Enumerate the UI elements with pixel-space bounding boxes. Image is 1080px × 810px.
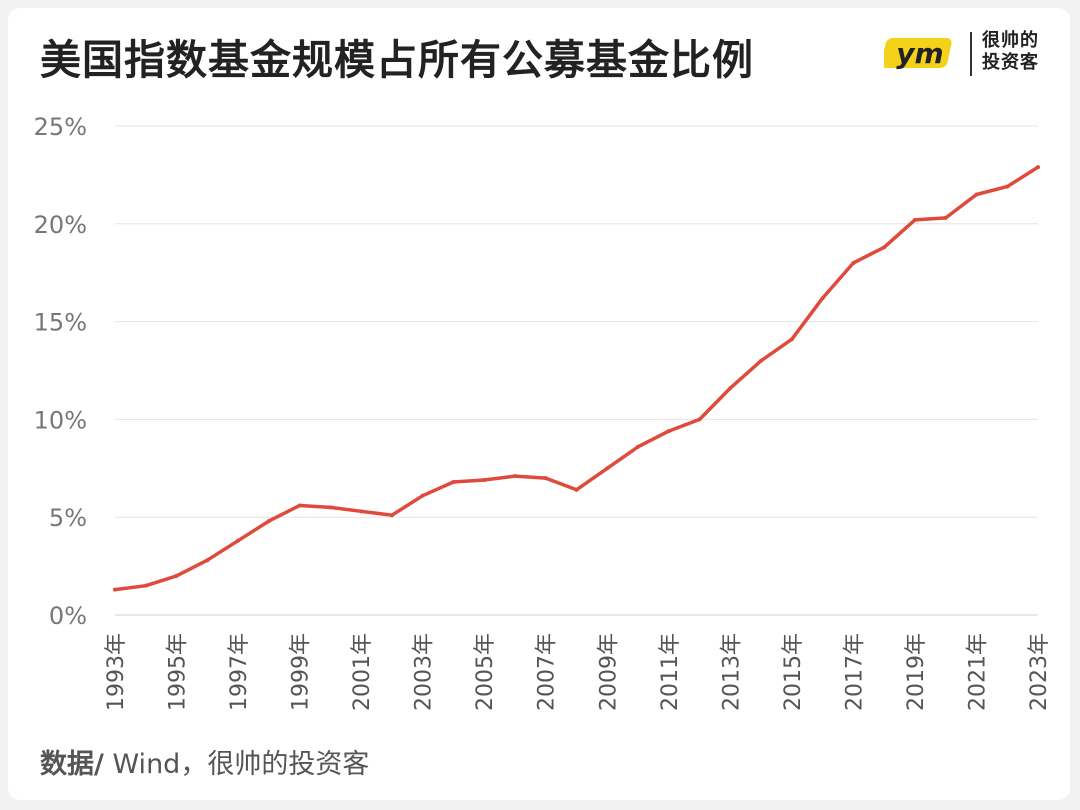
data-point — [359, 509, 364, 514]
chart-card — [8, 8, 1070, 800]
data-point — [512, 474, 517, 479]
x-tick-label: 2011年 — [658, 633, 683, 711]
data-point — [851, 260, 856, 265]
data-point — [328, 505, 333, 510]
source-note: 数据/ Wind，很帅的投资客 — [40, 742, 369, 781]
data-point — [912, 217, 917, 222]
x-tick-label: 1993年 — [104, 633, 129, 711]
data-point — [574, 487, 579, 492]
x-tick-label: 2017年 — [842, 633, 867, 711]
data-point — [205, 558, 210, 563]
data-point — [605, 466, 610, 471]
brand-logo: ym 很帅的 投资客 — [884, 30, 1054, 80]
logo-divider — [970, 32, 972, 76]
x-tick-label: 1999年 — [289, 633, 314, 711]
x-tick-label: 2019年 — [904, 633, 929, 711]
x-tick-label: 2023年 — [1027, 633, 1052, 711]
logo-mark-text: ym — [896, 37, 943, 70]
data-point — [420, 493, 425, 498]
data-point — [174, 573, 179, 578]
source-text: Wind，很帅的投资客 — [103, 749, 370, 780]
data-point — [1005, 184, 1010, 189]
y-tick-label: 15% — [34, 309, 87, 337]
y-tick-label: 20% — [34, 211, 87, 239]
series-line — [113, 165, 1040, 592]
data-point — [236, 538, 241, 543]
x-tick-label: 2013年 — [719, 633, 744, 711]
x-tick-label: 2001年 — [350, 633, 375, 711]
data-point — [1036, 165, 1040, 170]
y-tick-label: 25% — [34, 113, 87, 141]
data-point — [543, 476, 548, 481]
logo-line-2: 投资客 — [982, 52, 1039, 73]
data-point — [451, 479, 456, 484]
data-point — [666, 429, 671, 434]
data-point — [113, 587, 117, 592]
data-point — [143, 583, 148, 588]
logo-line-1: 很帅的 — [982, 30, 1039, 51]
data-point — [974, 192, 979, 197]
x-tick-label: 1997年 — [227, 633, 252, 711]
data-point — [482, 478, 487, 483]
data-point — [266, 519, 271, 524]
y-tick-label: 0% — [49, 602, 87, 630]
data-point — [943, 215, 948, 220]
x-tick-label: 2003年 — [412, 633, 437, 711]
y-tick-label: 10% — [34, 406, 87, 434]
x-tick-label: 2009年 — [596, 633, 621, 711]
data-point — [728, 386, 733, 391]
x-tick-label: 2021年 — [965, 633, 990, 711]
page-title: 美国指数基金规模占所有公募基金比例 — [40, 36, 754, 84]
data-point — [389, 513, 394, 518]
data-point — [297, 503, 302, 508]
data-point — [759, 358, 764, 363]
x-tick-label: 2015年 — [781, 633, 806, 711]
x-tick-label: 2007年 — [535, 633, 560, 711]
x-tick-label: 1995年 — [166, 633, 191, 711]
data-point — [820, 296, 825, 301]
logo-wordmark: 很帅的 投资客 — [982, 30, 1039, 74]
y-tick-label: 5% — [49, 504, 87, 532]
data-point — [882, 245, 887, 250]
data-point — [697, 417, 702, 422]
x-tick-label: 2005年 — [473, 633, 498, 711]
source-label: 数据/ — [40, 749, 104, 780]
data-point — [636, 444, 641, 449]
data-point — [789, 337, 794, 342]
logo-mark-icon: ym — [884, 37, 952, 70]
